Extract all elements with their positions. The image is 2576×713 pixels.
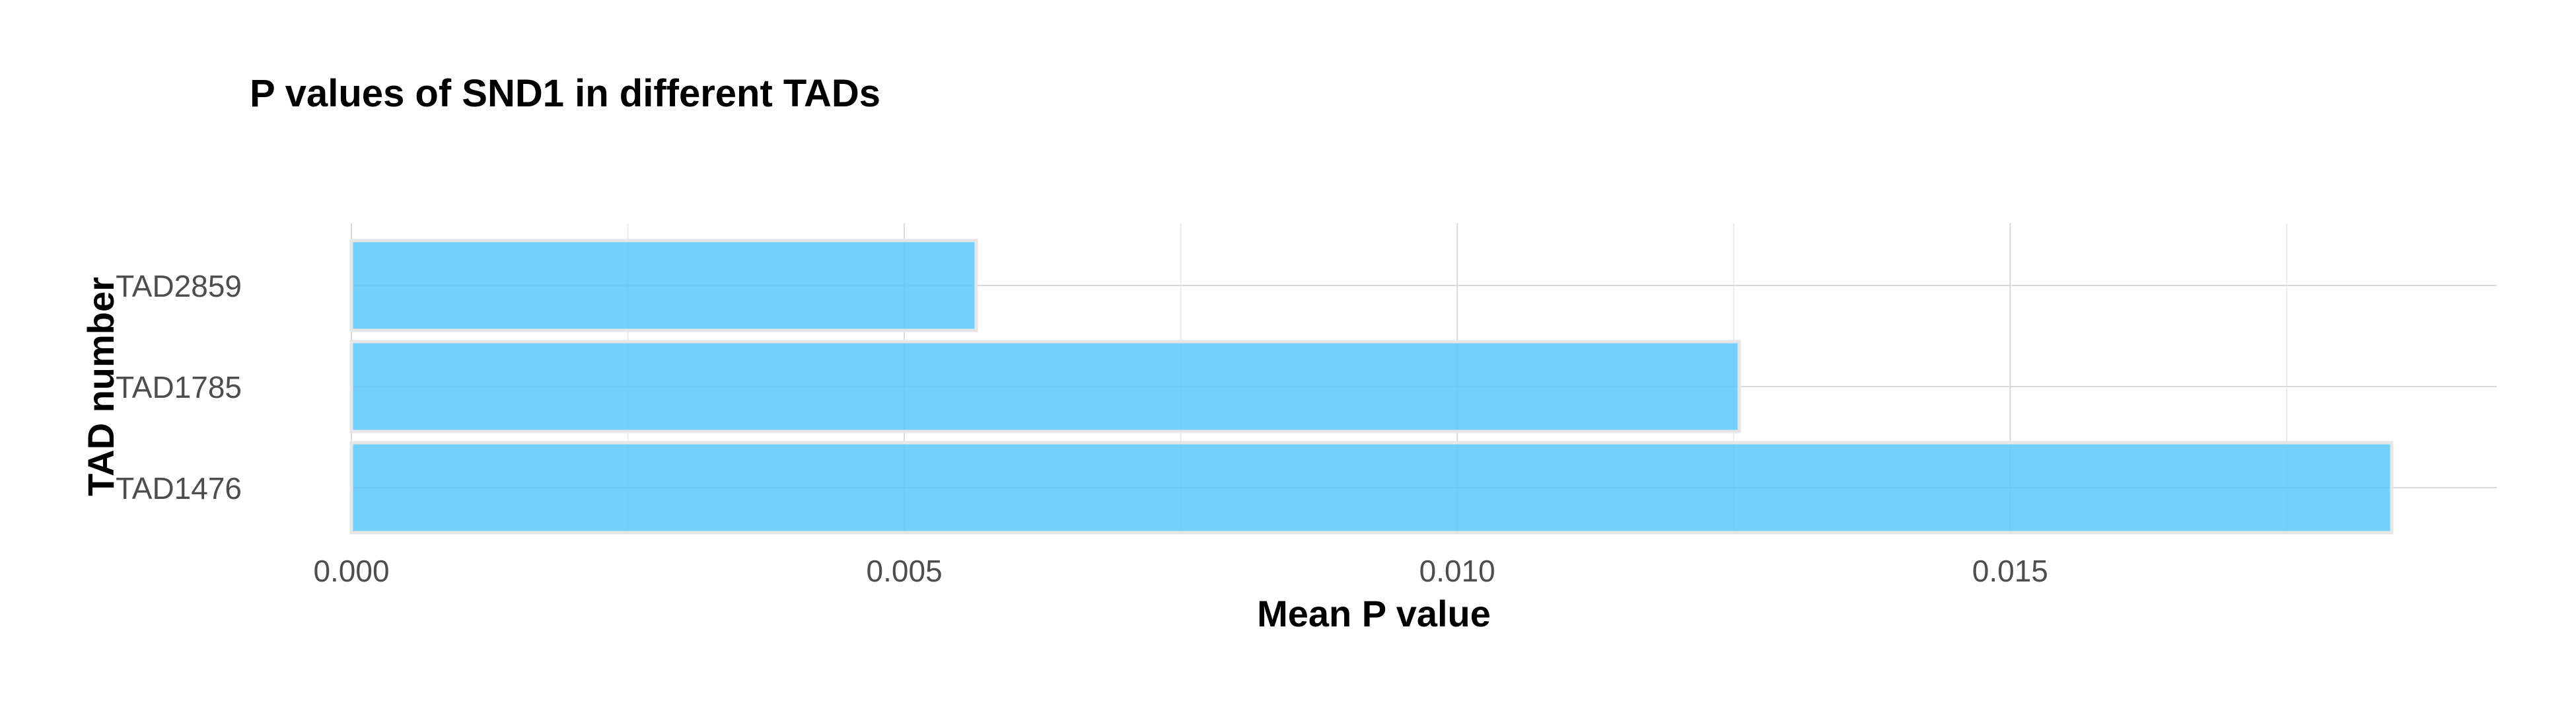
bar-tad1785 — [349, 340, 1741, 433]
chart-title: P values of SND1 in different TADs — [250, 72, 881, 115]
bars — [349, 239, 2394, 535]
x-tick-label: 0.010 — [1419, 554, 1495, 588]
y-tick-label: TAD1785 — [116, 370, 242, 404]
x-tick-label: 0.005 — [867, 554, 943, 588]
y-axis-label: TAD number — [80, 277, 122, 496]
y-tick-label: TAD2859 — [116, 269, 242, 303]
x-tick-label: 0.015 — [1972, 554, 2048, 588]
x-tick-label: 0.000 — [313, 554, 389, 588]
y-tick-label: TAD1476 — [116, 471, 242, 506]
x-axis-label: Mean P value — [1257, 593, 1491, 634]
x-tick-labels: 0.000 0.005 0.010 0.015 — [313, 554, 2048, 588]
bar-tad1476 — [349, 441, 2394, 535]
y-tick-labels: TAD2859 TAD1785 TAD1476 — [116, 269, 242, 506]
bar-tad2859 — [349, 239, 978, 332]
